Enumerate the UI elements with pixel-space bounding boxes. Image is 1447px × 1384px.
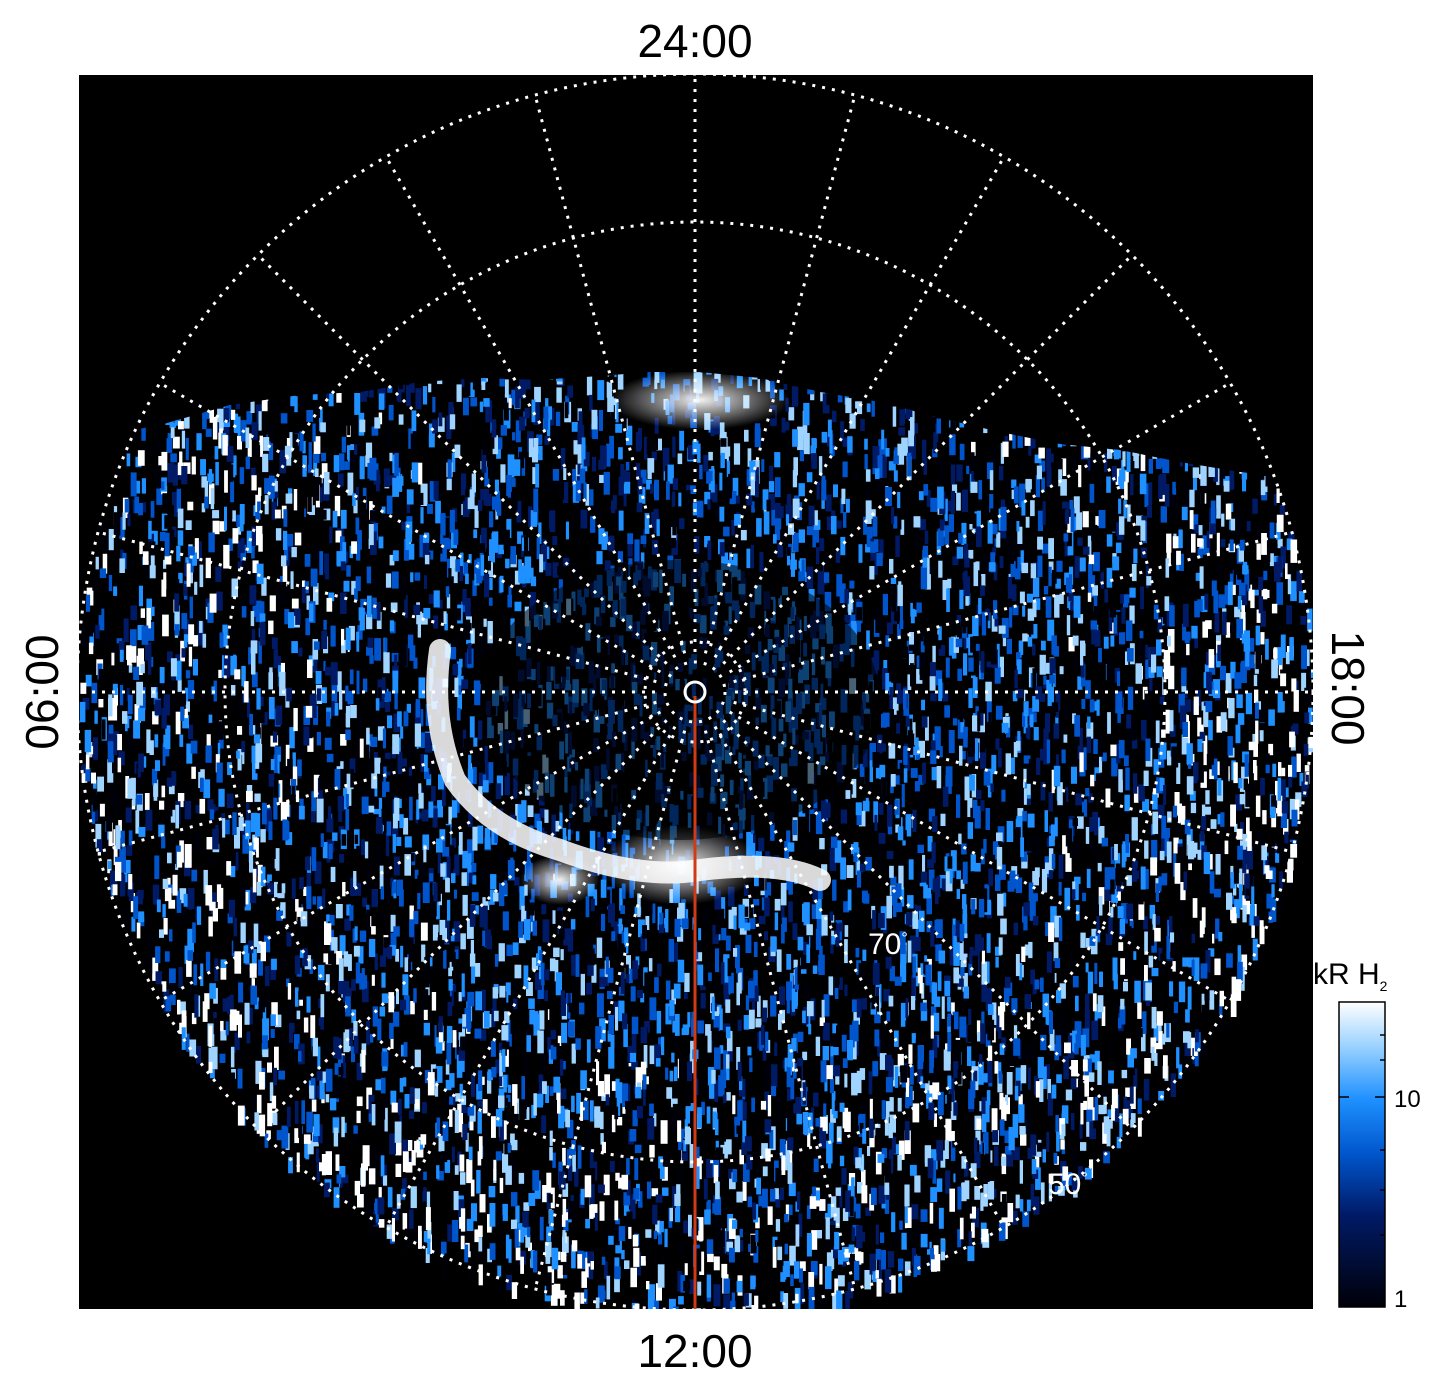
local-time-label-dawn: 06:00	[16, 634, 68, 750]
colorbar	[1338, 1001, 1386, 1308]
polar-cap-dark-region	[480, 560, 880, 840]
latitude-label-50: 50°	[1048, 1168, 1088, 1201]
colorbar-tick-label-10: 10	[1394, 1086, 1421, 1113]
colorbar-tick-label-1: 1	[1394, 1286, 1408, 1313]
polar-grid	[79, 75, 1313, 1309]
latitude-label-70: 70°	[868, 928, 908, 961]
local-time-label-midnight: 24:00	[637, 15, 753, 67]
pole-marker	[683, 680, 707, 704]
colorbar-title: kR H2	[1313, 958, 1388, 994]
colorbar-tick-marks	[1339, 1034, 1385, 1236]
local-time-label-noon: 12:00	[637, 1325, 753, 1377]
local-time-label-dusk: 18:00	[1322, 630, 1374, 746]
